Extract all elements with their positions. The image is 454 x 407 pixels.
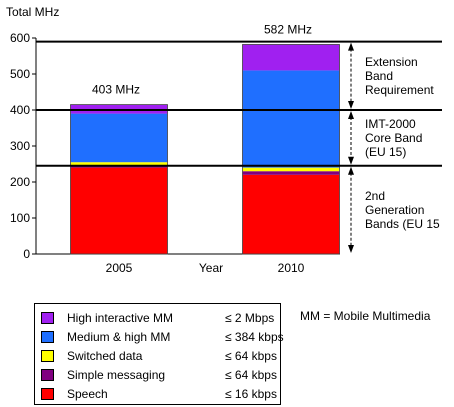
- plot-area: 0 100 200 300 400 500 600 2005 403 MHz 2010 582 MH…: [10, 22, 442, 275]
- bracket-arrow-down-2: [348, 101, 354, 109]
- legend-label: Simple messaging: [67, 368, 166, 382]
- legend-label: High interactive MM: [67, 311, 174, 325]
- bracket-label-0-0: 2nd: [365, 189, 385, 203]
- bar-2005-medium-high-mm: [70, 113, 168, 163]
- legend-swatch: [41, 331, 54, 343]
- bracket-label-2-0: Extension: [365, 55, 418, 69]
- legend-label: Speech: [67, 387, 108, 401]
- legend-rate: ≤ 384 kbps: [225, 330, 284, 344]
- bracket-label-1-2: (EU 15): [365, 145, 406, 159]
- mm-note: MM = Mobile Multimedia: [300, 309, 431, 323]
- bracket-arrow-up-0: [348, 166, 354, 175]
- bracket-arrow-down-1: [348, 156, 354, 165]
- legend-rate: ≤ 2 Mbps: [225, 311, 275, 325]
- legend-item: High interactive MM ≤ 2 Mbps: [35, 308, 280, 327]
- bracket-label-0-2: Bands (EU 15: [365, 217, 440, 231]
- y-tick-label-0: 0: [23, 247, 30, 261]
- y-tick-label-200: 200: [10, 175, 30, 189]
- bracket-arrow-down-0: [348, 245, 354, 253]
- legend-rate: ≤ 64 kbps: [225, 349, 277, 363]
- bar-outline-2010: [242, 44, 340, 255]
- bracket-label-2-2: Requirement: [365, 83, 434, 97]
- legend-label: Medium & high MM: [67, 330, 171, 344]
- bracket-label-0-1: Generation: [365, 203, 424, 217]
- bar-2010-high-interactive-mm: [242, 44, 340, 71]
- bar-2010-simple-messaging: [242, 171, 340, 175]
- bar-2005-switched-data: [70, 162, 168, 166]
- bracket-arrow-up-2: [348, 42, 354, 51]
- bar-2010-medium-high-mm: [242, 70, 340, 168]
- legend-item: Simple messaging ≤ 64 kbps: [35, 365, 280, 384]
- legend-rate: ≤ 64 kbps: [225, 368, 277, 382]
- y-axis-title: Total MHz: [6, 5, 59, 19]
- y-tick-label-100: 100: [10, 211, 30, 225]
- legend-swatch: [41, 369, 54, 381]
- bracket-label-1-1: Core Band: [365, 131, 422, 145]
- bracket-arrow-up-1: [348, 111, 354, 119]
- y-tick-label-300: 300: [10, 139, 30, 153]
- legend-swatch: [41, 312, 54, 324]
- bar-outline-2005: [70, 104, 168, 255]
- total-label-2005: 403 MHz: [92, 83, 140, 97]
- bar-2010-speech: [242, 174, 340, 254]
- x-tick-label-2010: 2010: [278, 261, 305, 275]
- total-label-2010: 582 MHz: [264, 22, 312, 36]
- legend-item: Switched data ≤ 64 kbps: [35, 346, 280, 365]
- bracket-label-2-1: Band: [365, 69, 393, 83]
- legend-label: Switched data: [67, 349, 143, 363]
- stacked-bar-chart: Total MHz Year 0 100 200 300 400 500 600 2005 40…: [6, 5, 442, 275]
- legend-item: Speech ≤ 16 kbps: [35, 384, 280, 403]
- bracket-label-1-0: IMT-2000: [365, 117, 416, 131]
- bar-2005-speech: [70, 167, 168, 254]
- x-axis-title: Year: [199, 261, 223, 275]
- legend-swatch: [41, 350, 54, 362]
- y-tick-label-600: 600: [10, 31, 30, 45]
- bar-2010-switched-data: [242, 167, 340, 172]
- legend-swatch: [41, 388, 54, 400]
- legend-rate: ≤ 16 kbps: [225, 387, 277, 401]
- y-tick-label-400: 400: [10, 103, 30, 117]
- y-tick-label-500: 500: [10, 67, 30, 81]
- x-tick-label-2005: 2005: [106, 261, 133, 275]
- legend: High interactive MM ≤ 2 Mbps Medium & high…: [34, 303, 284, 405]
- legend-item: Medium & high MM ≤ 384 kbps: [35, 327, 284, 346]
